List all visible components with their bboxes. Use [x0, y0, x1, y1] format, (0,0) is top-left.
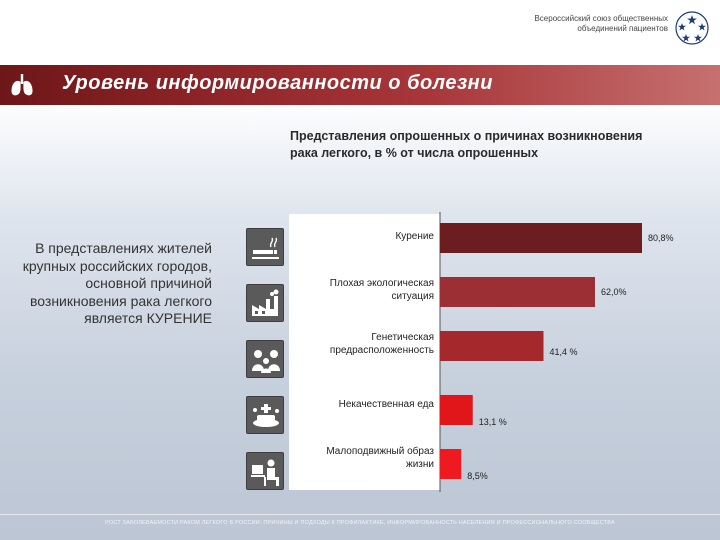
- smoking-icon: [246, 228, 284, 266]
- category-label-4: Некачественная еда: [339, 399, 435, 410]
- value-label-2: 62,0%: [601, 287, 627, 297]
- bar-3: [440, 331, 544, 361]
- chart-label-panel: [289, 214, 440, 490]
- chart-title: Представления опрошенных о причинах возн…: [290, 129, 643, 160]
- factory-pollution-icon: [246, 284, 284, 322]
- bar-2: [440, 277, 595, 307]
- category-label-5: Малоподвижный образ: [326, 445, 434, 457]
- value-label-4: 13,1 %: [479, 417, 507, 427]
- bar-1: [440, 223, 642, 253]
- sedentary-person-icon: [246, 452, 284, 490]
- value-label-1: 80,8%: [648, 233, 674, 243]
- footer: РОСТ ЗАБОЛЕВАЕМОСТИ РАКОМ ЛЕГКОГО В РОСС…: [105, 520, 615, 526]
- org-logo-icon: [675, 11, 709, 45]
- side-note: В представлениях жителей крупных российс…: [22, 240, 212, 326]
- bar-5: [440, 449, 462, 479]
- category-label-3: предрасположенность: [330, 345, 434, 356]
- page-title: Уровень информированности о болезни: [62, 72, 493, 94]
- category-label-2: ситуация: [392, 291, 434, 302]
- value-label-5: 8,5%: [467, 471, 488, 481]
- value-label-3: 41,4 %: [550, 347, 578, 357]
- footer-divider: [0, 514, 720, 515]
- category-label-3: Генетическая: [371, 332, 434, 343]
- lungs-icon: [11, 74, 33, 96]
- category-label-2: Плохая экологическая: [330, 278, 434, 289]
- junk-food-icon: [246, 396, 284, 434]
- family-genetics-icon: [246, 340, 284, 378]
- org-name: Всероссийский союз общественных объедине…: [534, 14, 668, 33]
- category-label-5: жизни: [406, 459, 434, 470]
- bar-4: [440, 395, 473, 425]
- title-banner: Уровень информированности о болезни: [0, 65, 720, 105]
- category-label-1: Курение: [395, 231, 434, 242]
